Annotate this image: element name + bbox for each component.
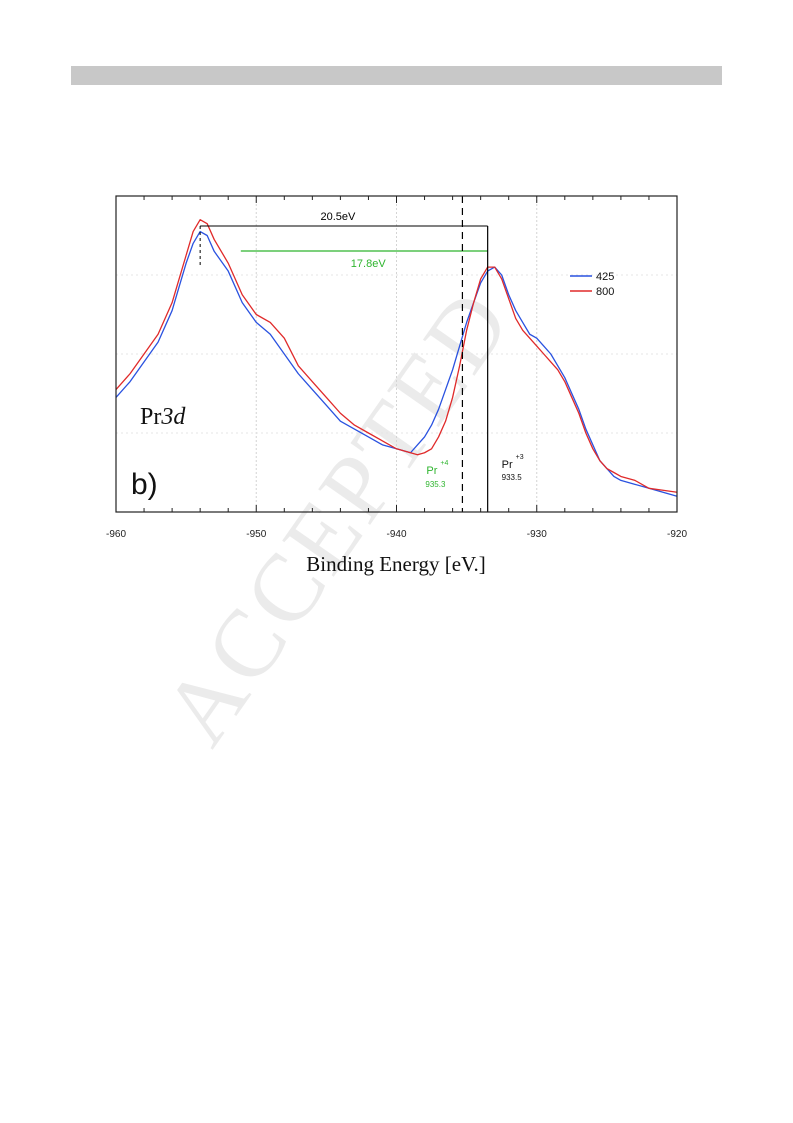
header-bar <box>71 66 722 85</box>
legend-label-425: 425 <box>596 271 614 283</box>
x-tick-label-4: -920 <box>667 529 687 540</box>
x-tick-label-0: -960 <box>106 529 126 540</box>
x-tick-label-1: -950 <box>246 529 266 540</box>
spacing-label-black: 20.5eV <box>320 211 356 223</box>
peak-label-pr3: Pr +3 933.5 <box>502 454 524 482</box>
x-tick-label-2: -940 <box>386 529 406 540</box>
peak-pr3-symbol: Pr <box>502 459 513 471</box>
peak-pr4-symbol: Pr <box>426 465 437 477</box>
peak-pr3-charge: +3 <box>516 454 524 461</box>
peak-pr3-value: 933.5 <box>502 473 523 482</box>
spacing-label-green: 17.8eV <box>351 258 387 270</box>
series-line-800 <box>115 219 678 493</box>
annotation-layer <box>199 196 489 512</box>
series-line-425 <box>115 230 678 497</box>
peak-pr4-value: 935.3 <box>425 480 446 489</box>
tick-layer: -960 -950 -940 -930 -920 <box>106 196 687 540</box>
element-label: Pr3d <box>140 404 186 430</box>
panel-label: b) <box>131 468 158 501</box>
peak-pr4-charge: +4 <box>440 460 448 467</box>
peak-label-pr4: Pr +4 935.3 <box>425 460 448 489</box>
series-layer <box>115 219 678 497</box>
legend: 425 800 <box>570 271 614 298</box>
legend-label-800: 800 <box>596 286 614 298</box>
x-axis-label: Binding Energy [eV.] <box>306 552 485 576</box>
x-tick-label-3: -930 <box>527 529 547 540</box>
element-label-base: Pr <box>140 404 161 430</box>
grid-layer <box>116 196 677 512</box>
element-label-orbital: 3d <box>160 404 186 430</box>
